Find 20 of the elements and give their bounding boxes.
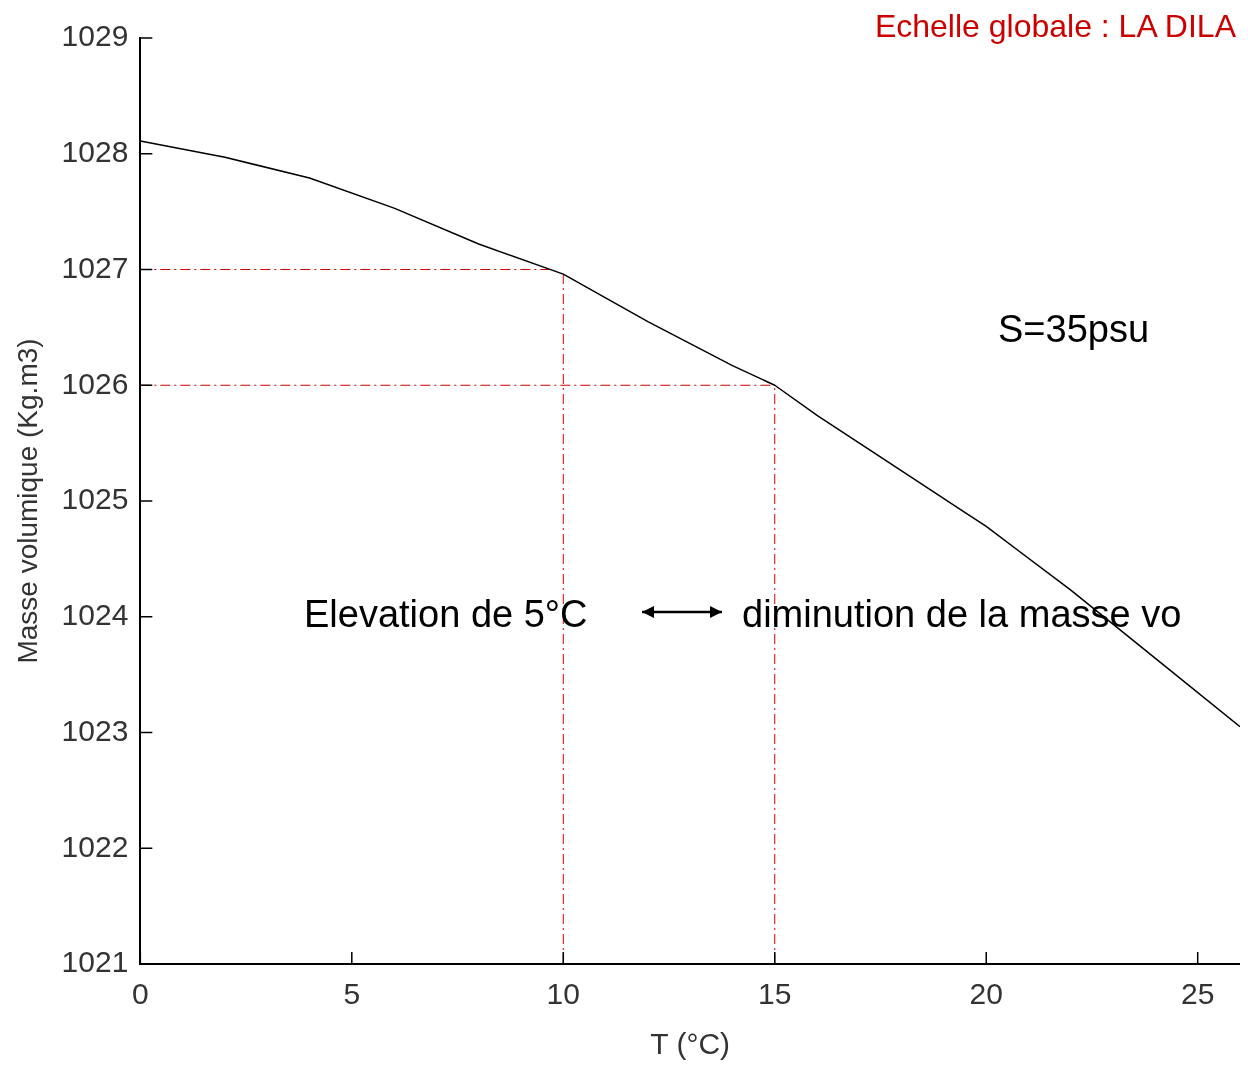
x-tick-label: 20 <box>969 977 1003 1011</box>
x-axis-title: T (°C) <box>650 1027 731 1061</box>
y-axis-title: Masse volumique (Kg.m3) <box>11 338 43 664</box>
annotation: Elevation de 5°C <box>304 593 588 636</box>
y-tick-label: 1028 <box>61 135 129 169</box>
y-tick-label: 1029 <box>61 19 129 53</box>
x-tick-label: 15 <box>758 977 792 1011</box>
annotation: S=35psu <box>998 308 1150 351</box>
y-tick-label: 1026 <box>61 366 129 400</box>
x-tick-label: 5 <box>343 977 361 1011</box>
x-tick-label: 0 <box>131 977 149 1011</box>
y-tick-label: 1025 <box>61 482 129 516</box>
chart-title: Echelle globale : LA DILA <box>874 8 1236 45</box>
y-tick-label: 1021 <box>61 945 129 979</box>
x-tick-label: 25 <box>1181 977 1215 1011</box>
x-tick-label: 10 <box>546 977 580 1011</box>
y-tick-label: 1023 <box>61 713 129 747</box>
y-tick-label: 1022 <box>61 829 129 863</box>
y-tick-label: 1027 <box>61 250 129 284</box>
y-tick-label: 1024 <box>61 598 129 632</box>
